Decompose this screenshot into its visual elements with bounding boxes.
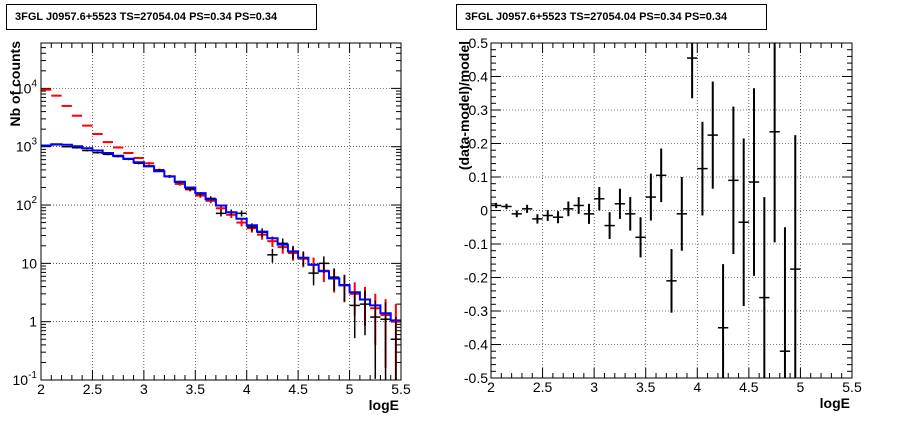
right-x-tick-label: 4 (693, 379, 701, 395)
left-y-tick-label: 10 (21, 255, 37, 271)
right-y-tick-label: -0.1 (464, 236, 488, 252)
right-y-tick-label: -0.3 (464, 303, 488, 319)
left-y-axis-label: Nb of counts (7, 41, 23, 127)
left-x-tick-label: 4 (243, 381, 251, 397)
right-x-tick-label: 4.5 (739, 379, 759, 395)
right-y-tick-label: 0.5 (469, 35, 489, 51)
right-x-tick-label: 5.5 (842, 379, 862, 395)
right-x-tick-label: 2.5 (533, 379, 553, 395)
right-y-tick-label: 0.4 (469, 69, 489, 85)
right-y-tick-label: 0.1 (469, 169, 489, 185)
left-x-tick-label: 3.5 (186, 381, 206, 397)
right-y-tick-label: -0.2 (464, 270, 488, 286)
right-chart-title: 3FGL J0957.6+5523 TS=27054.04 PS=0.34 PS… (456, 4, 767, 30)
left-x-tick-label: 3 (140, 381, 148, 397)
left-x-tick-label: 5.5 (391, 381, 411, 397)
left-plot-frame (40, 42, 402, 381)
right-y-tick-label: 0.2 (469, 136, 489, 152)
right-plot-frame (490, 42, 853, 379)
right-x-axis-label: logE (820, 395, 850, 411)
left-y-tick-label: 10-1 (13, 370, 38, 388)
model-histogram (41, 143, 401, 322)
right-y-axis-label: (data-model)/model (456, 41, 472, 170)
right-x-tick-label: 2 (487, 379, 495, 395)
left-y-tick-label: 104 (16, 78, 38, 96)
right-x-tick-label: 3.5 (636, 379, 656, 395)
left-x-tick-label: 5 (346, 381, 354, 397)
right-y-tick-label: 0 (480, 203, 488, 219)
right-y-tick-label: -0.4 (464, 337, 488, 353)
right-y-tick-label: -0.5 (464, 370, 488, 386)
left-y-tick-label: 1 (29, 314, 37, 330)
left-x-tick-label: 4.5 (288, 381, 308, 397)
left-x-tick-label: 2 (37, 381, 45, 397)
left-x-tick-label: 2.5 (83, 381, 103, 397)
left-chart-title: 3FGL J0957.6+5523 TS=27054.04 PS=0.34 PS… (6, 4, 317, 30)
left-y-tick-label: 102 (16, 195, 38, 213)
right-x-tick-label: 5 (797, 379, 805, 395)
right-y-tick-label: 0.3 (469, 102, 489, 118)
left-x-axis-label: logE (369, 397, 399, 413)
right-x-tick-label: 3 (590, 379, 598, 395)
left-y-tick-label: 103 (16, 137, 38, 155)
